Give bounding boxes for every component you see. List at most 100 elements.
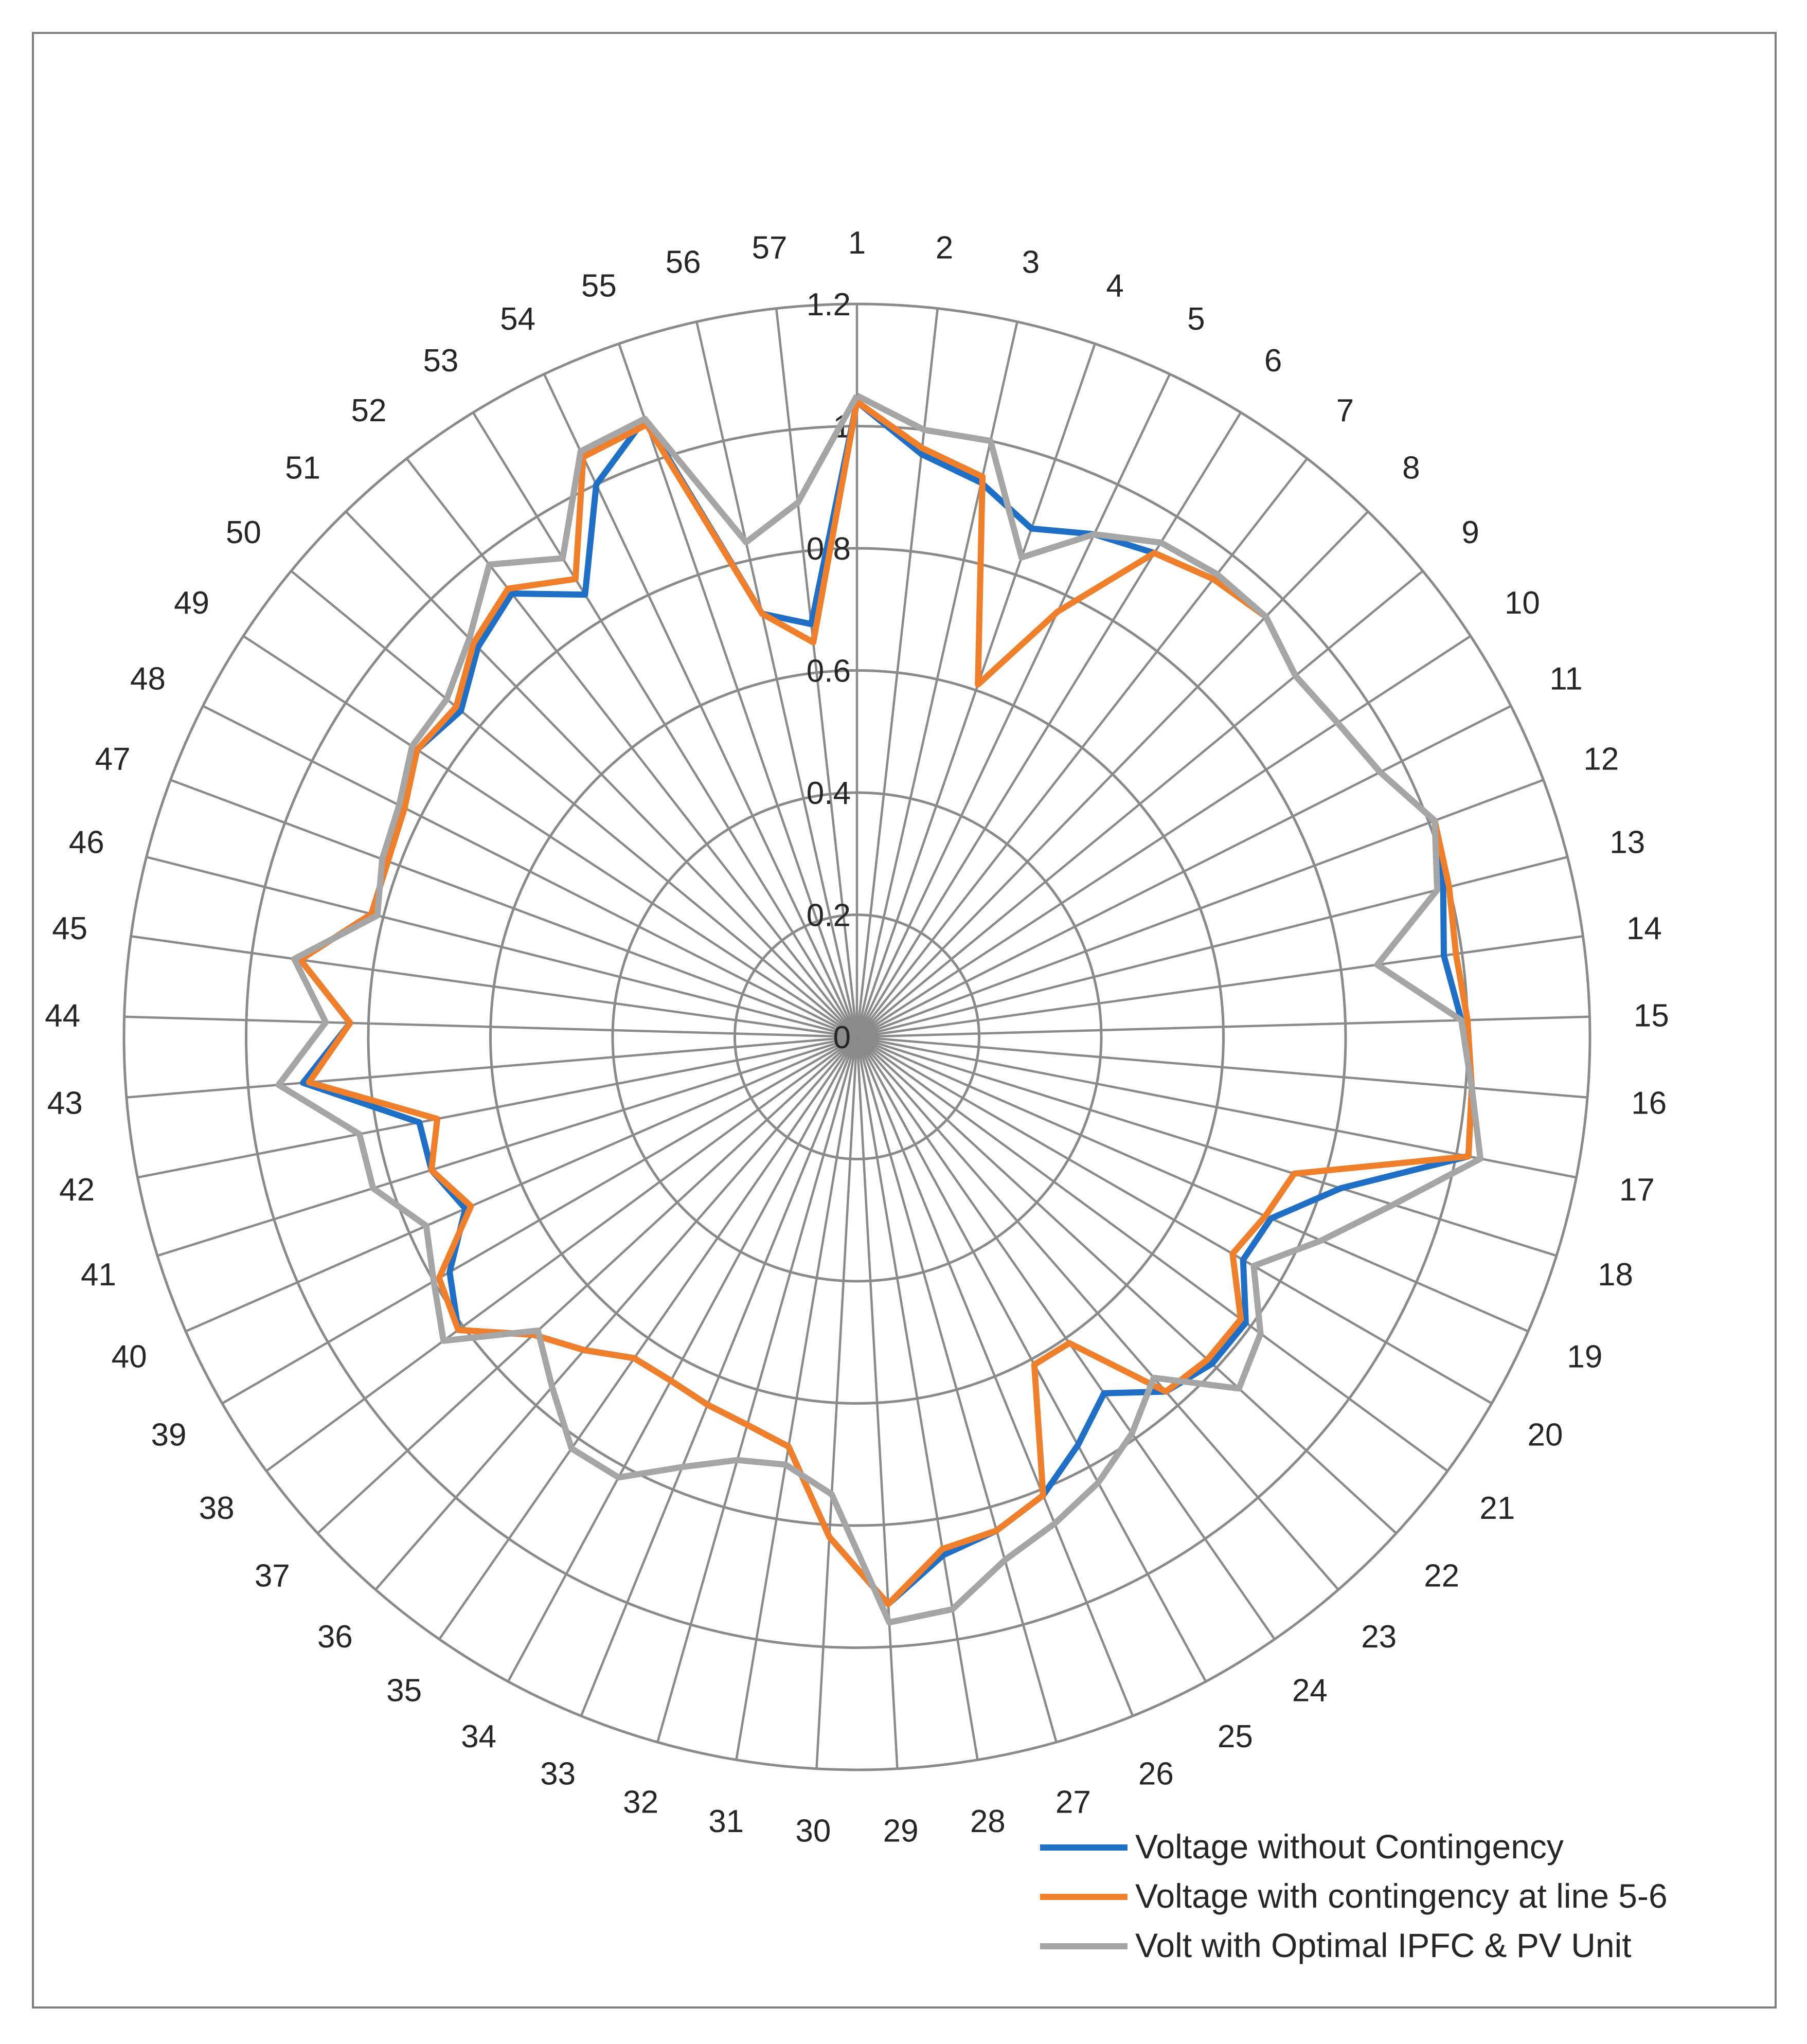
- category-label: 2: [936, 230, 953, 265]
- radar-spoke: [856, 779, 1544, 1038]
- category-label: 22: [1424, 1558, 1459, 1593]
- category-label: 48: [130, 661, 166, 696]
- radar-spoke: [317, 1036, 858, 1534]
- series-line-1: [297, 399, 1475, 1607]
- category-label: 53: [423, 343, 458, 379]
- category-label: 46: [69, 825, 104, 860]
- series-lines: [275, 392, 1484, 1626]
- radar-spoke: [856, 1035, 1588, 1099]
- category-label: 9: [1461, 515, 1479, 550]
- legend-swatch-orange: [1040, 1894, 1128, 1900]
- category-label: 37: [255, 1558, 290, 1593]
- category-label: 51: [285, 451, 320, 486]
- radar-spoke: [656, 1036, 858, 1743]
- series-line-2: [297, 399, 1475, 1607]
- legend-label: Voltage without Contingency: [1135, 1827, 1564, 1866]
- category-label: 4: [1106, 268, 1123, 304]
- category-label: 45: [52, 911, 87, 946]
- legend-item: Voltage with contingency at line 5-6: [1040, 1873, 1786, 1923]
- radar-spoke: [856, 1035, 1577, 1179]
- category-label: 24: [1292, 1673, 1328, 1709]
- radar-spoke: [856, 1036, 1397, 1534]
- category-label: 20: [1528, 1418, 1563, 1453]
- category-label: 28: [970, 1804, 1006, 1839]
- category-label: 27: [1055, 1785, 1091, 1820]
- category-label: 56: [666, 244, 701, 280]
- radar-spoke: [242, 635, 858, 1038]
- category-label: 1: [848, 225, 866, 261]
- category-label: 57: [752, 230, 788, 265]
- radar-spoke: [856, 1036, 1448, 1472]
- category-label: 6: [1264, 343, 1282, 379]
- category-label: 17: [1619, 1172, 1655, 1208]
- category-label: 14: [1626, 911, 1662, 946]
- category-label: 12: [1583, 741, 1619, 777]
- category-label: 34: [461, 1719, 496, 1754]
- radar-spoke: [856, 570, 1424, 1038]
- legend-swatch-blue: [1040, 1844, 1128, 1851]
- category-label: 41: [81, 1257, 116, 1293]
- radar-spoke: [126, 1035, 857, 1099]
- radar-spoke: [855, 1036, 979, 1760]
- category-label: 40: [112, 1339, 147, 1375]
- radar-spoke: [735, 1036, 858, 1760]
- category-label: 44: [45, 998, 80, 1033]
- legend-item: Voltage without Contingency: [1040, 1824, 1786, 1873]
- radar-spoke: [856, 705, 1512, 1038]
- radar-spoke: [265, 1036, 858, 1472]
- radar-spoke: [345, 511, 858, 1038]
- radar-spoke: [146, 856, 857, 1038]
- category-label: 54: [500, 301, 535, 337]
- category-label: 29: [883, 1814, 919, 1849]
- radial-tick-labels: 00.20.40.60.811.2: [807, 287, 851, 1055]
- series-line-3: [275, 392, 1484, 1626]
- category-label: 23: [1361, 1619, 1397, 1655]
- category-label: 25: [1218, 1719, 1253, 1754]
- radar-spoke: [856, 511, 1369, 1038]
- category-label: 35: [386, 1673, 422, 1709]
- legend-label: Voltage with contingency at line 5-6: [1135, 1877, 1668, 1915]
- radar-chart: 00.20.40.60.811.2 1 2 34567891011121314151…: [45, 225, 1669, 1849]
- radar-spoke: [855, 1036, 899, 1769]
- category-label: 55: [581, 268, 617, 304]
- category-label: 36: [317, 1619, 353, 1655]
- legend-label: Volt with Optimal IPFC & PV Unit: [1135, 1926, 1632, 1964]
- radar-spoke: [202, 705, 858, 1038]
- radar-spoke: [438, 1036, 858, 1640]
- radar-spoke: [185, 1035, 857, 1333]
- radar-spoke: [856, 635, 1472, 1038]
- radar-spoke: [855, 343, 1096, 1037]
- category-label: 49: [174, 585, 209, 621]
- category-label: 5: [1187, 301, 1205, 337]
- category-label: 19: [1567, 1339, 1602, 1375]
- radar-spoke: [137, 1035, 857, 1179]
- radar-spoke: [856, 411, 1242, 1038]
- radial-tick-label: 0.4: [807, 776, 851, 811]
- radial-tick-label: 0.6: [807, 654, 851, 689]
- category-label: 3: [1022, 244, 1040, 280]
- category-label: 8: [1402, 451, 1420, 486]
- radar-spoke: [856, 1035, 1557, 1257]
- radar-spoke: [856, 1035, 1529, 1333]
- legend-item: Volt with Optimal IPFC & PV Unit: [1040, 1923, 1786, 1972]
- category-label: 31: [708, 1804, 744, 1839]
- radar-spoke: [856, 1036, 1207, 1682]
- category-label: 50: [226, 515, 261, 550]
- category-label: 33: [540, 1756, 576, 1791]
- radar-spoke: [775, 308, 858, 1037]
- legend: Voltage without Contingency Voltage with…: [1040, 1824, 1786, 1972]
- radar-spoke: [170, 779, 857, 1038]
- radar-spoke: [695, 321, 858, 1037]
- category-label: 7: [1336, 393, 1354, 428]
- radar-spoke: [855, 1036, 1134, 1717]
- category-label: 39: [151, 1418, 187, 1453]
- category-label: 10: [1505, 585, 1540, 621]
- radar-spoke: [856, 1036, 1493, 1405]
- legend-swatch-gray: [1040, 1943, 1128, 1949]
- radar-spoke: [472, 411, 858, 1038]
- radar-spoke: [856, 458, 1309, 1038]
- category-label: 26: [1138, 1756, 1174, 1791]
- radar-spoke: [580, 1036, 858, 1717]
- radial-tick-label: 0: [833, 1020, 851, 1055]
- radar-spoke: [290, 570, 858, 1038]
